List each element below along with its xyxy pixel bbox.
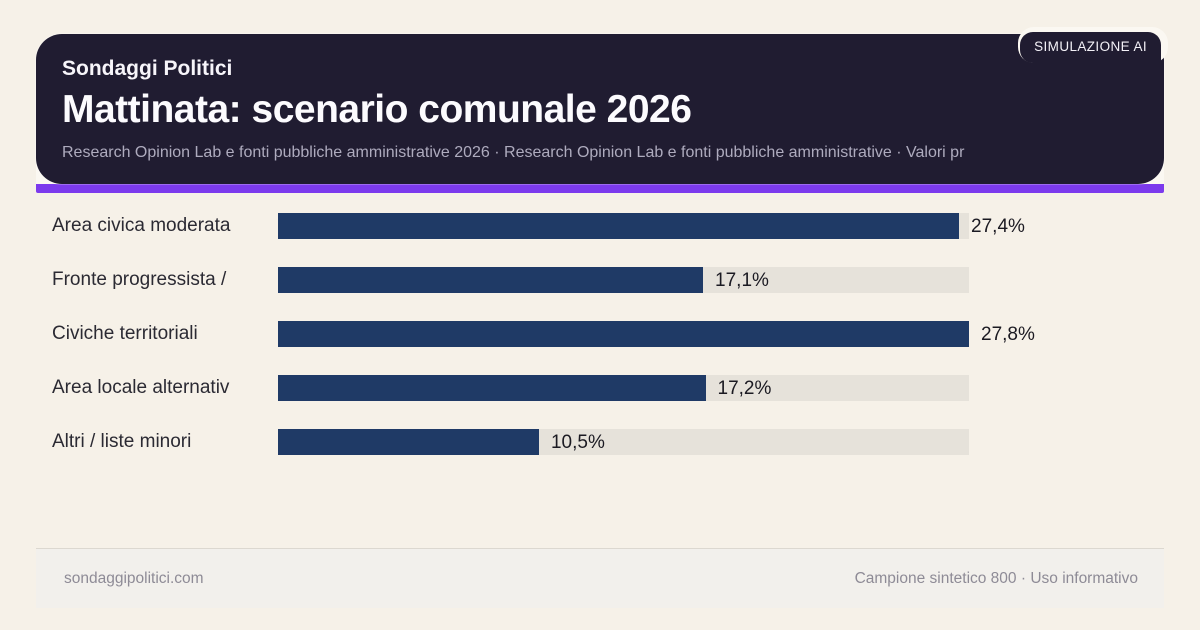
value-label: 27,4% [971,216,1025,237]
simulation-badge: SIMULAZIONE AI [1018,27,1168,63]
source-subtitle: Research Opinion Lab e fonti pubbliche a… [62,144,965,162]
category-label: Area civica moderata [52,215,231,236]
poll-chart: Area civica moderata 27,4% Fronte progress… [52,213,1200,483]
bar-fill [278,267,704,293]
category-label: Altri / liste minori [52,431,192,452]
category-label: Area locale alternativ [52,377,230,398]
bar-track: 17,1% [278,267,969,293]
value-label: 17,2% [717,378,772,399]
chart-row: Civiche territoriali 27,8% [52,321,1200,347]
page-title: Mattinata: scenario comunale 2026 [62,88,692,132]
bar-fill [278,375,706,401]
bar-fill [278,429,539,455]
value-label: 27,8% [981,324,1035,345]
header-card: SIMULAZIONE AI Sondaggi Politici Mattina… [36,27,1168,193]
chart-row: Fronte progressista / 17,1% [52,267,1200,293]
bar-track: 27,4% [278,213,1025,239]
chart-row: Area locale alternativ 17,2% [52,375,1200,401]
bar-track: 10,5% [278,429,969,455]
category-label: Fronte progressista / [52,269,227,290]
simulation-badge-label: SIMULAZIONE AI [1020,32,1161,63]
bar-fill [278,213,960,239]
chart-row: Altri / liste minori 10,5% [52,429,1200,455]
bar-track: 17,2% [278,375,969,401]
accent-bar [36,183,1164,193]
site-kicker: Sondaggi Politici [62,57,233,80]
bar-track: 27,8% [278,321,1035,347]
footer: sondaggipolitici.com Campione sintetico … [36,548,1164,608]
value-label: 17,1% [715,270,769,291]
value-label: 10,5% [550,432,605,453]
footer-note: Campione sintetico 800 · Uso informativo [854,569,1138,587]
chart-row: Area civica moderata 27,4% [52,213,1200,239]
footer-site: sondaggipolitici.com [64,569,204,587]
category-label: Civiche territoriali [52,323,198,344]
header-panel: SIMULAZIONE AI Sondaggi Politici Mattina… [36,27,1168,184]
bar-fill [278,321,969,347]
